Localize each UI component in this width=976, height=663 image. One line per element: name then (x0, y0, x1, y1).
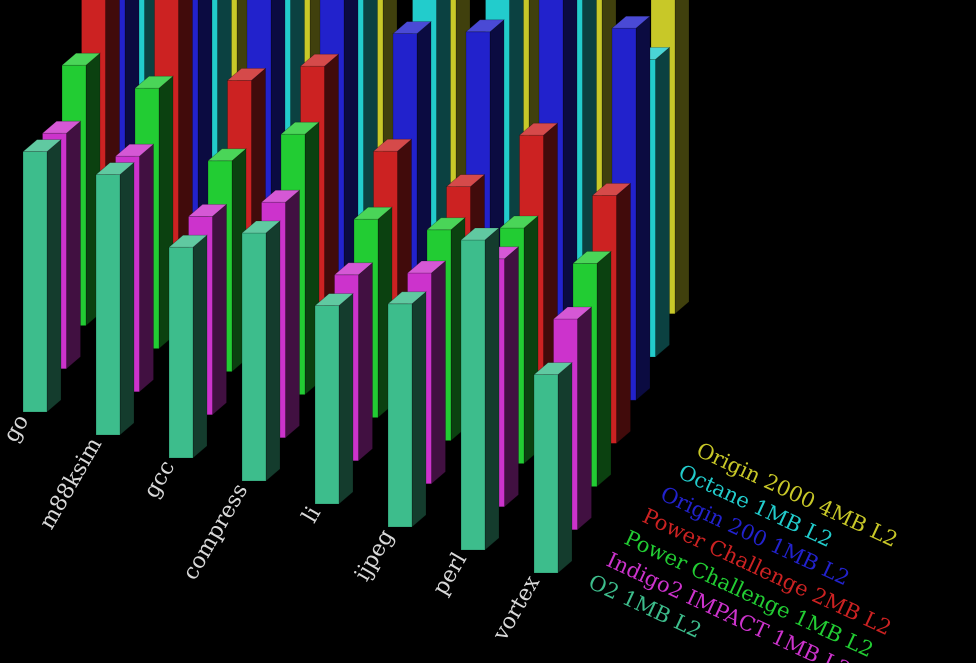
bar-top-face (518, 122, 559, 136)
bar-front-face (95, 174, 121, 436)
bar (241, 220, 281, 482)
category-label: ijpeg (350, 526, 399, 586)
bar (168, 234, 208, 459)
bar-side-face (674, 0, 690, 315)
bar-top-face (426, 217, 466, 231)
bar-top-face (353, 206, 393, 220)
bar-top-face (207, 148, 247, 162)
bar-top-face (611, 15, 651, 29)
bar (22, 138, 62, 413)
bar (387, 291, 427, 528)
category-label: go (0, 411, 34, 447)
bar-side-face (338, 292, 354, 505)
category-label: m88ksim (35, 433, 107, 533)
legend: O2 1MB L2 Indigo2 IMPACT 1MB L2 Power Ch… (585, 438, 901, 663)
bar-front-face (533, 374, 559, 574)
bar-top-face (299, 53, 340, 67)
bar-top-face (134, 75, 174, 89)
bar-top-face (445, 174, 486, 187)
bar-side-face (212, 203, 227, 416)
bar (533, 361, 573, 574)
bar-top-face (61, 52, 101, 66)
bar (95, 161, 135, 436)
bar (460, 227, 500, 551)
category-label: gcc (139, 457, 180, 503)
category-label: perl (428, 549, 472, 600)
bar-side-face (411, 291, 427, 528)
bar-top-face (591, 183, 632, 196)
bar-top-face (41, 120, 82, 134)
category-label: compress (178, 480, 253, 585)
bar-top-face (95, 162, 135, 175)
bar-top-face (533, 362, 573, 375)
bar-side-face (596, 250, 612, 488)
category-label: vortex (488, 571, 546, 646)
bar-top-face (260, 189, 301, 203)
bar-side-face (139, 143, 154, 393)
bar-top-face (387, 291, 427, 305)
bar-side-face (46, 138, 62, 413)
bar-top-face (280, 121, 320, 135)
bar-side-face (635, 15, 651, 401)
bar-front-face (22, 151, 48, 413)
bar-side-face (119, 161, 135, 436)
bar-top-face (572, 251, 612, 264)
bar-side-face (192, 234, 208, 459)
bar-top-face (241, 220, 281, 234)
bar-top-face (392, 21, 432, 34)
bar-side-face (358, 262, 373, 462)
bar-side-face (616, 182, 631, 445)
bars-layer (22, 0, 690, 574)
bar-top-face (168, 234, 208, 248)
bar-side-face (655, 46, 670, 358)
bar-top-face (460, 227, 500, 241)
category-label: li (298, 503, 327, 528)
bar-side-face (484, 227, 500, 551)
bar-top-face (499, 215, 539, 229)
bar-top-face (22, 139, 62, 152)
bar-top-face (187, 204, 228, 217)
bar-side-face (431, 260, 446, 485)
bar-top-face (314, 293, 354, 306)
bar-top-face (465, 19, 505, 33)
bar-top-face (333, 262, 374, 276)
bar-side-face (66, 120, 81, 370)
bar-front-face (460, 239, 486, 551)
bar (314, 292, 354, 505)
bar-front-face (168, 246, 194, 459)
bar-top-face (552, 306, 593, 320)
bar-side-face (265, 220, 281, 482)
bar-side-face (577, 306, 592, 531)
bar-side-face (557, 361, 573, 574)
bar-front-face (241, 232, 267, 482)
bar-top-face (406, 260, 447, 274)
bar-top-face (226, 68, 267, 81)
bar-front-face (387, 303, 413, 528)
bar-side-face (285, 189, 300, 439)
bar-side-face (504, 246, 519, 508)
bar-top-face (372, 138, 413, 152)
bar-front-face (314, 305, 340, 505)
bar-top-face (114, 143, 155, 157)
